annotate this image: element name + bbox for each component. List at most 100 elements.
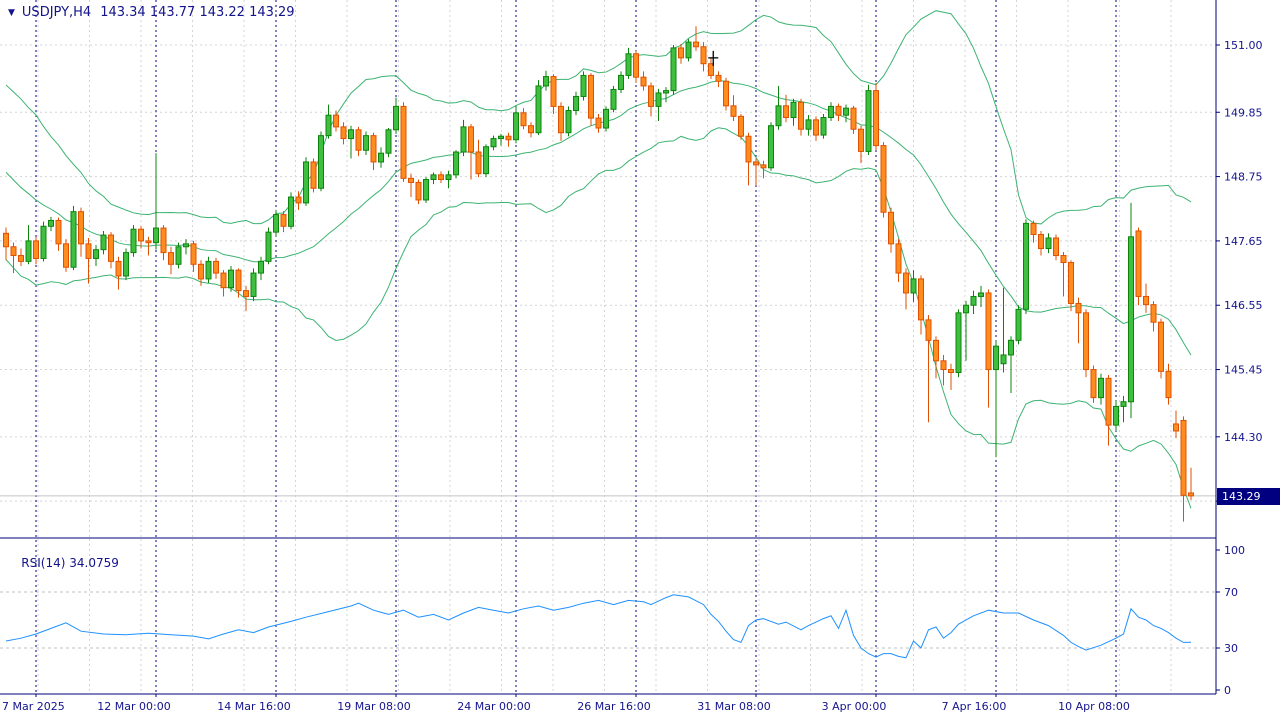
candle-body <box>310 161 317 189</box>
candle-body <box>910 278 917 294</box>
candle-body <box>1165 370 1172 399</box>
candle-body <box>1158 321 1164 372</box>
rsi-indicator-label: RSI(14) 34.0759 <box>6 542 119 584</box>
candle-body <box>175 246 182 265</box>
candle-body <box>1045 237 1052 250</box>
candle-body <box>618 74 624 90</box>
candle-body <box>288 196 294 227</box>
candle-body <box>33 240 39 259</box>
candle-body <box>648 85 654 107</box>
candle-body <box>483 146 489 175</box>
candle-body <box>213 260 219 274</box>
candle-body <box>820 117 827 136</box>
candle-body <box>325 114 332 137</box>
bollinger-lower-line <box>5 127 1192 509</box>
candle-body <box>625 53 632 76</box>
date-label: 10 Apr 08:00 <box>1058 700 1130 713</box>
candle-body <box>145 240 152 244</box>
candle-body <box>745 135 752 163</box>
candle-body <box>1113 405 1119 426</box>
candle-body <box>1015 308 1022 341</box>
candle-body <box>130 228 137 254</box>
price-tick-label: 148.75 <box>1224 171 1263 184</box>
candle-body <box>205 260 212 280</box>
price-tick-label: 151.00 <box>1224 39 1263 52</box>
candle-body <box>415 181 422 201</box>
candle-body <box>1120 401 1127 407</box>
candle-body <box>393 105 399 131</box>
candle-body <box>115 260 122 277</box>
candle-body <box>805 119 812 130</box>
candle-body <box>183 243 189 248</box>
candle-body <box>513 112 519 141</box>
candle-body <box>1188 492 1194 497</box>
candle-body <box>333 114 339 128</box>
candle-body <box>603 108 609 129</box>
candle-body <box>520 112 527 127</box>
candle-body <box>400 105 407 179</box>
price-tick-label: 149.85 <box>1224 106 1263 119</box>
candle-body <box>873 90 879 147</box>
candle-body <box>265 231 272 262</box>
candle-body <box>693 41 699 48</box>
candle-body <box>888 211 894 245</box>
symbol-dropdown-icon: ▼ <box>8 7 15 18</box>
candle-body <box>903 272 909 294</box>
candle-body <box>708 63 714 76</box>
candle-body <box>138 228 144 242</box>
candle-body <box>168 252 174 265</box>
rsi-name: RSI(14) <box>21 556 66 570</box>
candle-body <box>528 125 534 134</box>
candle-body <box>48 219 54 227</box>
candle-body <box>1180 419 1187 496</box>
date-label: 31 Mar 08:00 <box>697 700 770 713</box>
candle-body <box>1068 262 1074 304</box>
candle-body <box>40 225 47 259</box>
candle-body <box>273 214 279 233</box>
candle-body <box>340 126 347 140</box>
candle-body <box>955 312 962 373</box>
candle-body <box>160 227 167 254</box>
candle-body <box>895 243 902 274</box>
candle-body <box>813 119 819 136</box>
candle-body <box>828 105 834 119</box>
candle-body <box>348 129 354 140</box>
candle-body <box>918 278 924 321</box>
candle-body <box>678 47 684 59</box>
candle-body <box>303 161 309 204</box>
candle-body <box>475 151 482 175</box>
candle-body <box>1083 312 1089 371</box>
candle-body <box>760 164 767 169</box>
candle-body <box>10 246 17 257</box>
candle-body <box>715 74 722 82</box>
candle-body <box>1143 295 1149 306</box>
quote-ohlc-label: 143.34 143.77 143.22 143.29 <box>100 5 295 20</box>
candle-body <box>610 88 617 110</box>
candle-body <box>925 319 932 341</box>
date-label: 14 Mar 16:00 <box>217 700 290 713</box>
candle-body <box>55 219 62 245</box>
candle-body <box>1023 222 1029 310</box>
candle-body <box>363 135 369 151</box>
candle-body <box>430 174 437 181</box>
candle-body <box>385 129 392 154</box>
candle-body <box>783 105 789 119</box>
candle-body <box>498 135 504 140</box>
candle-body <box>85 243 92 259</box>
candle-body <box>70 211 77 268</box>
candle-body <box>355 129 362 151</box>
candle-body <box>1053 237 1059 257</box>
candle-body <box>970 295 977 306</box>
candle-body <box>1098 377 1104 399</box>
candle-body <box>123 252 129 277</box>
candle-body <box>963 304 969 314</box>
symbol-period-label: USDJPY,H4 <box>21 5 92 20</box>
candle-body <box>1150 304 1157 323</box>
candle-body <box>640 76 647 87</box>
candle-body <box>423 179 429 201</box>
candle-body <box>220 272 227 289</box>
candle-body <box>588 74 594 119</box>
candle-body <box>573 95 579 111</box>
